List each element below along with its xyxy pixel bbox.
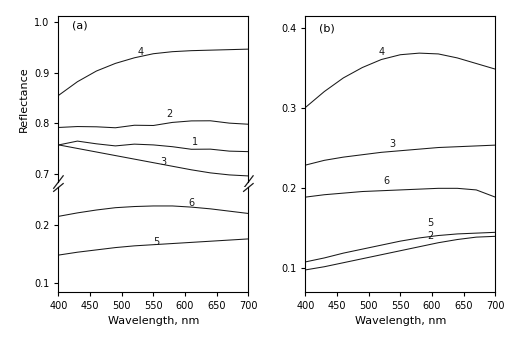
X-axis label: Wavelength, nm: Wavelength, nm xyxy=(355,316,446,326)
Text: 6: 6 xyxy=(188,198,195,208)
Text: (b): (b) xyxy=(319,24,334,34)
Text: 3: 3 xyxy=(160,157,166,167)
Text: (a): (a) xyxy=(72,20,87,30)
Text: 2: 2 xyxy=(428,231,434,241)
Text: 3: 3 xyxy=(390,139,396,149)
Text: 6: 6 xyxy=(384,176,390,186)
Text: 5: 5 xyxy=(428,218,434,228)
Text: 4: 4 xyxy=(138,47,144,57)
X-axis label: Wavelength, nm: Wavelength, nm xyxy=(108,316,199,326)
Text: 4: 4 xyxy=(378,47,385,57)
Text: 1: 1 xyxy=(192,137,198,147)
Text: 2: 2 xyxy=(166,109,172,119)
Text: 5: 5 xyxy=(153,237,160,247)
Y-axis label: Reflectance: Reflectance xyxy=(18,66,28,131)
